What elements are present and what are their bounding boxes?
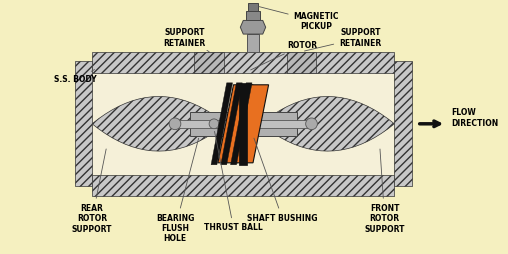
Text: REAR
ROTOR
SUPPORT: REAR ROTOR SUPPORT: [72, 149, 112, 234]
Text: ROTOR: ROTOR: [250, 41, 318, 70]
Polygon shape: [92, 97, 226, 151]
Text: THRUST BALL: THRUST BALL: [204, 131, 263, 232]
Text: FRONT
ROTOR
SUPPORT: FRONT ROTOR SUPPORT: [364, 149, 405, 234]
Text: S.S. BODY: S.S. BODY: [54, 70, 97, 84]
Text: SUPPORT
RETAINER: SUPPORT RETAINER: [304, 28, 382, 51]
Bar: [247, 34, 259, 52]
Polygon shape: [221, 83, 242, 165]
Polygon shape: [189, 112, 297, 135]
Bar: [246, 11, 260, 20]
Polygon shape: [239, 83, 247, 165]
Circle shape: [209, 119, 219, 129]
Circle shape: [306, 118, 318, 130]
Text: MAGNETIC
PICKUP: MAGNETIC PICKUP: [259, 7, 339, 31]
Text: SUPPORT
RETAINER: SUPPORT RETAINER: [164, 28, 209, 52]
Polygon shape: [75, 61, 92, 186]
Polygon shape: [218, 85, 253, 163]
Polygon shape: [394, 61, 412, 186]
Polygon shape: [231, 83, 252, 165]
Text: SHAFT BUSHING: SHAFT BUSHING: [247, 138, 318, 223]
Polygon shape: [92, 174, 394, 196]
Polygon shape: [175, 120, 311, 128]
Text: FLOW
DIRECTION: FLOW DIRECTION: [451, 108, 498, 128]
Polygon shape: [92, 73, 394, 174]
Polygon shape: [261, 97, 394, 151]
Polygon shape: [211, 83, 233, 165]
Polygon shape: [240, 20, 266, 34]
Text: BEARING
FLUSH
HOLE: BEARING FLUSH HOLE: [156, 138, 199, 243]
Polygon shape: [287, 52, 316, 73]
Polygon shape: [92, 52, 394, 73]
Polygon shape: [195, 52, 224, 73]
Bar: [248, 3, 258, 11]
Circle shape: [169, 118, 181, 130]
Polygon shape: [234, 85, 269, 163]
